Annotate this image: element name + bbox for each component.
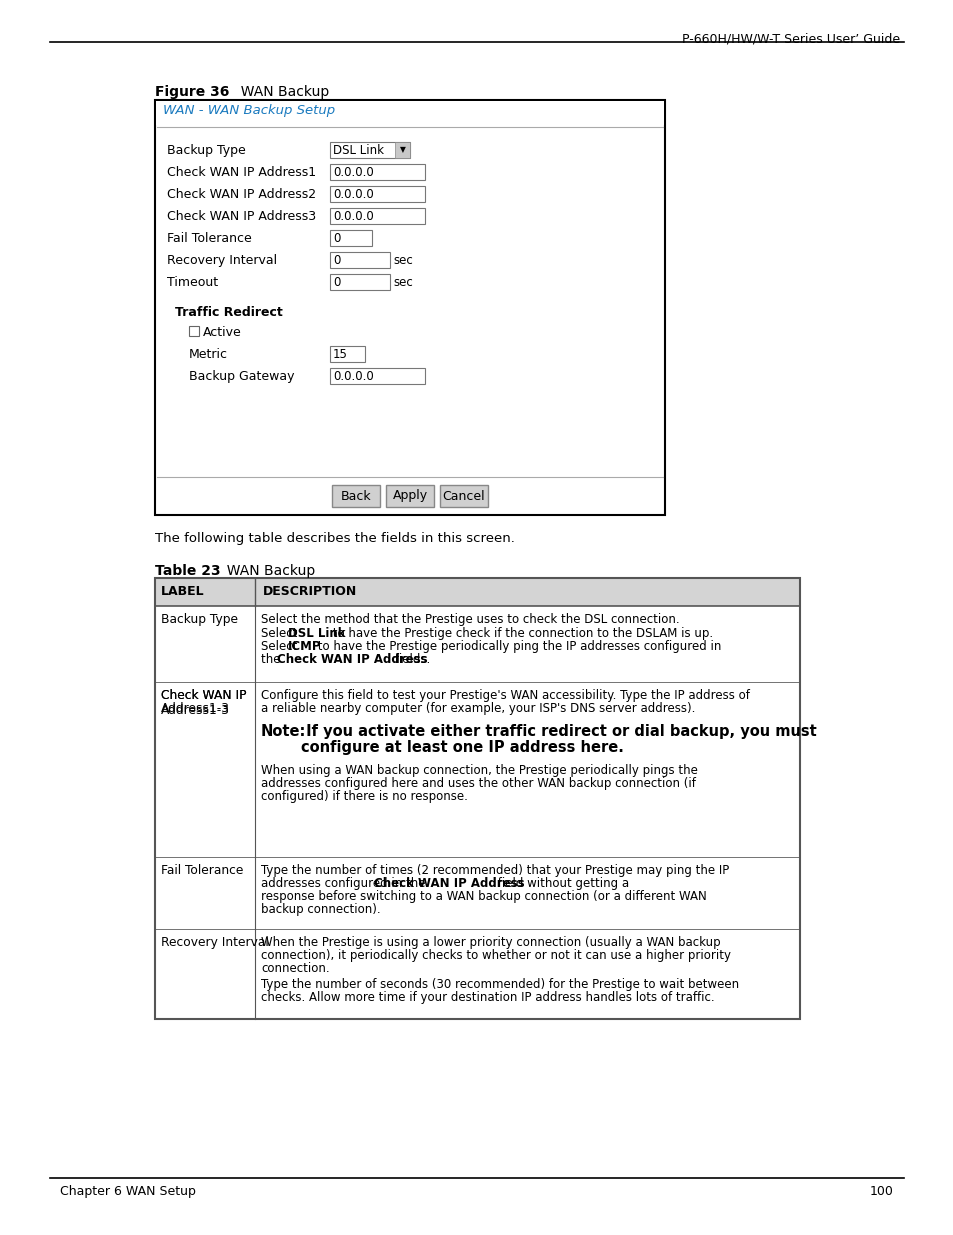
Bar [154,606,800,682]
Text: checks. Allow more time if your destination IP address handles lots of traffic.: checks. Allow more time if your destinat… [261,990,714,1004]
Text: Check WAN IP Address3: Check WAN IP Address3 [167,210,315,224]
Text: Table 23: Table 23 [154,564,220,578]
Text: Check WAN IP Address: Check WAN IP Address [276,653,427,666]
Text: Address1-3: Address1-3 [161,701,230,715]
Text: Select: Select [261,627,301,640]
Text: Check WAN IP: Check WAN IP [161,689,246,701]
Text: 0: 0 [333,275,340,289]
Text: 0.0.0.0: 0.0.0.0 [333,165,374,179]
Bar [439,485,488,508]
Text: Note:: Note: [261,724,306,739]
Text: Fail Tolerance: Fail Tolerance [167,232,252,245]
Text: Chapter 6 WAN Setup: Chapter 6 WAN Setup [60,1186,195,1198]
Text: Active: Active [203,326,241,338]
Text: configure at least one IP address here.: configure at least one IP address here. [301,740,623,755]
Text: ICMP: ICMP [288,640,321,653]
Text: Backup Type: Backup Type [161,613,237,626]
Text: Configure this field to test your Prestige's WAN accessibility. Type the IP addr: Configure this field to test your Presti… [261,689,749,701]
Text: to have the Prestige check if the connection to the DSLAM is up.: to have the Prestige check if the connec… [329,627,713,640]
Text: DESCRIPTION: DESCRIPTION [263,585,356,598]
Bar [154,100,664,515]
Text: 0: 0 [333,232,340,245]
Text: Recovery Interval: Recovery Interval [167,254,276,267]
Bar [386,485,434,508]
Bar [330,274,390,290]
Text: Traffic Redirect: Traffic Redirect [174,306,282,319]
Bar [154,929,800,1019]
Text: to have the Prestige periodically ping the IP addresses configured in: to have the Prestige periodically ping t… [314,640,720,653]
Text: Apply: Apply [392,489,427,503]
Text: 0: 0 [333,254,340,267]
Bar [395,142,410,158]
Text: Select: Select [261,640,301,653]
Text: Figure 36: Figure 36 [154,85,229,99]
Text: 100: 100 [869,1186,893,1198]
Bar [330,164,424,180]
Bar [154,682,800,857]
Bar [330,142,410,158]
Text: the: the [261,653,284,666]
Bar [330,346,365,362]
Text: Check WAN IP Address: Check WAN IP Address [374,877,524,890]
Text: DSL Link: DSL Link [288,627,345,640]
Text: fields.: fields. [391,653,430,666]
Text: Type the number of seconds (30 recommended) for the Prestige to wait between: Type the number of seconds (30 recommend… [261,978,739,990]
Text: addresses configured here and uses the other WAN backup connection (if: addresses configured here and uses the o… [261,777,695,790]
Text: P-660H/HW/W-T Series User’ Guide: P-660H/HW/W-T Series User’ Guide [681,32,899,44]
Text: addresses configured in the: addresses configured in the [261,877,429,890]
Bar [330,368,424,384]
Text: ▼: ▼ [399,146,405,154]
Bar [189,326,199,336]
Bar [154,578,800,606]
Text: connection.: connection. [261,962,330,974]
Text: WAN Backup: WAN Backup [218,564,314,578]
Text: When the Prestige is using a lower priority connection (usually a WAN backup: When the Prestige is using a lower prior… [261,936,720,948]
Bar [330,207,424,224]
Text: a reliable nearby computer (for example, your ISP's DNS server address).: a reliable nearby computer (for example,… [261,701,695,715]
Text: Backup Type: Backup Type [167,144,246,157]
Bar [332,485,379,508]
Text: Timeout: Timeout [167,275,218,289]
Bar [330,252,390,268]
Text: Select the method that the Prestige uses to check the DSL connection.: Select the method that the Prestige uses… [261,613,679,626]
Text: sec: sec [393,275,413,289]
Text: Fail Tolerance: Fail Tolerance [161,864,243,877]
Text: WAN Backup: WAN Backup [232,85,329,99]
Text: Type the number of times (2 recommended) that your Prestige may ping the IP: Type the number of times (2 recommended)… [261,864,728,877]
Text: field without getting a: field without getting a [494,877,628,890]
Text: Back: Back [340,489,371,503]
Text: LABEL: LABEL [161,585,204,598]
Text: Metric: Metric [189,348,228,361]
Text: DSL Link: DSL Link [333,144,384,157]
Bar [330,230,372,246]
Text: response before switching to a WAN backup connection (or a different WAN: response before switching to a WAN backu… [261,890,706,903]
Text: backup connection).: backup connection). [261,903,380,916]
Text: Check WAN IP
Address1-3: Check WAN IP Address1-3 [161,689,246,718]
Text: 15: 15 [333,348,348,361]
Text: The following table describes the fields in this screen.: The following table describes the fields… [154,532,515,545]
Text: 0.0.0.0: 0.0.0.0 [333,210,374,224]
Text: WAN - WAN Backup Setup: WAN - WAN Backup Setup [163,104,335,117]
Text: Backup Gateway: Backup Gateway [189,370,294,383]
Text: When using a WAN backup connection, the Prestige periodically pings the: When using a WAN backup connection, the … [261,764,698,777]
Bar [330,186,424,203]
Bar [154,857,800,929]
Text: sec: sec [393,254,413,267]
Text: Check WAN IP Address1: Check WAN IP Address1 [167,165,315,179]
Text: configured) if there is no response.: configured) if there is no response. [261,790,467,803]
Text: If you activate either traffic redirect or dial backup, you must: If you activate either traffic redirect … [301,724,816,739]
Bar [156,101,663,125]
Bar [154,578,800,1019]
Text: Recovery Interval: Recovery Interval [161,936,269,948]
Text: Check WAN IP Address2: Check WAN IP Address2 [167,188,315,201]
Text: connection), it periodically checks to whether or not it can use a higher priori: connection), it periodically checks to w… [261,948,730,962]
Text: 0.0.0.0: 0.0.0.0 [333,370,374,383]
Text: 0.0.0.0: 0.0.0.0 [333,188,374,201]
Text: Cancel: Cancel [442,489,485,503]
